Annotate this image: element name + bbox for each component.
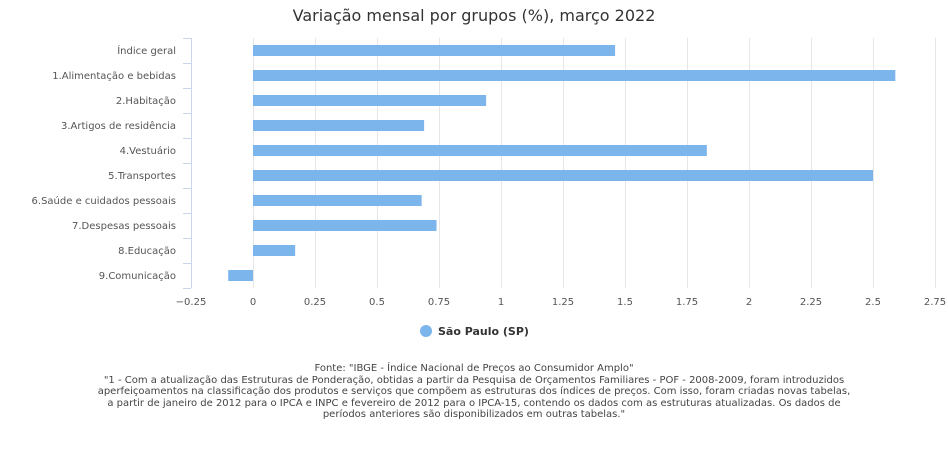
bar[interactable] [253,145,707,156]
x-tick-label: 1.75 [676,297,698,308]
x-tick-label: 0.25 [304,297,326,308]
bars [228,45,896,281]
bar[interactable] [228,270,253,281]
category-label: Índice geral [117,44,176,57]
chart-footer: Fonte: "IBGE - Índice Nacional de Preços… [0,363,948,421]
x-tick-labels: −0.25 0 0.25 0.5 0.75 1 1.25 1.5 1.75 2 2.25 2.5 2.7… [176,297,946,308]
bar[interactable] [253,120,425,131]
x-tick-label: 2.5 [865,297,881,308]
x-tick-label: 0.75 [428,297,450,308]
category-label: 2.Habitação [116,96,176,107]
source-text: Fonte: "IBGE - Índice Nacional de Preços… [314,363,634,374]
note-line: a partir de janeiro de 2012 para o IPCA … [107,397,841,409]
category-label: 3.Artigos de residência [61,120,176,132]
bar[interactable] [253,170,873,181]
category-label: 4.Vestuário [120,145,176,157]
bar[interactable] [253,245,296,256]
legend-label[interactable]: São Paulo (SP) [438,325,529,338]
bar[interactable] [253,220,437,231]
bar[interactable] [253,70,896,81]
note-line: períodos anteriores são disponibilizados… [322,409,626,420]
x-tick-label: −0.25 [176,297,207,308]
category-label: 6.Saúde e cuidados pessoais [32,195,176,207]
note-line: aperfeiçoamentos na classificação dos pr… [97,386,851,397]
legend-marker[interactable] [420,325,432,337]
x-tick-label: 2.75 [924,297,946,308]
category-label: 8.Educação [118,246,176,257]
x-tick-label: 1 [498,297,504,308]
x-tick-label: 2 [746,297,752,308]
category-label: 5.Transportes [108,171,176,182]
bar[interactable] [253,95,487,106]
axes [183,38,192,289]
category-labels: Índice geral 1.Alimentação e bebidas 2.Hab… [32,44,176,282]
legend[interactable]: São Paulo (SP) [420,325,529,338]
x-tick-label: 1.5 [617,297,633,308]
bar[interactable] [253,195,422,206]
note-line: "1 - Com a atualização das Estruturas de… [103,374,845,386]
x-tick-label: 1.25 [552,297,574,308]
x-tick-label: 2.25 [800,297,822,308]
category-label: 9.Comunicação [99,271,176,282]
category-label: 1.Alimentação e bebidas [52,71,176,82]
chart-title: Variação mensal por grupos (%), março 20… [293,6,656,25]
category-label: 7.Despesas pessoais [72,221,176,232]
bar[interactable] [253,45,616,56]
x-tick-label: 0.5 [369,297,385,308]
x-tick-label: 0 [250,297,256,308]
